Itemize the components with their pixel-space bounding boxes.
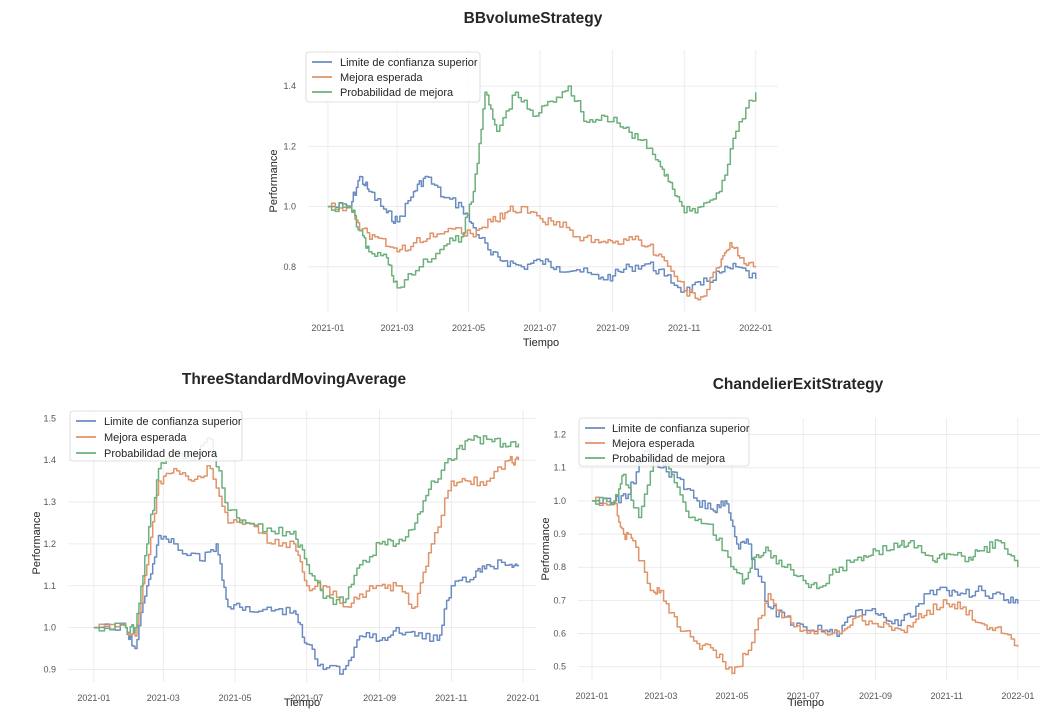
x-tick-label: 2021-05: [218, 693, 251, 703]
y-tick-label: 1.1: [553, 463, 566, 473]
x-tick-labels: 2021-01 2021-03 2021-05 2021-07 2021-09 2021-…: [311, 323, 772, 333]
chart-title: ChandelierExitStrategy: [713, 376, 884, 393]
x-tick-label: 2022-01: [507, 693, 540, 703]
y-tick-label: 1.0: [553, 496, 566, 506]
x-tick-label: 2021-07: [524, 323, 557, 333]
chart-bbvolume: 2021-01 2021-03 2021-05 2021-07 2021-09 2021-…: [268, 10, 778, 349]
chart-title: ThreeStandardMovingAverage: [182, 371, 407, 388]
series-line-1: [327, 202, 757, 301]
chart-title: BBvolumeStrategy: [464, 10, 603, 27]
x-tick-label: 2021-09: [859, 691, 892, 701]
legend-label-probabilidad: Probabilidad de mejora: [340, 87, 454, 99]
y-tick-label: 0.6: [553, 629, 566, 639]
y-tick-label: 1.2: [43, 539, 56, 549]
y-tick-label: 1.4: [43, 455, 56, 465]
series-line-1: [592, 496, 1019, 675]
series-line-2: [327, 85, 757, 289]
x-tick-labels: 2021-01 2021-03 2021-05 2021-07 2021-09 2021-…: [575, 691, 1034, 701]
x-axis-label: Tiempo: [523, 337, 559, 349]
legend: Limite de confianza superior Mejora espe…: [305, 51, 481, 103]
y-axis-label: Performance: [540, 518, 552, 581]
legend-box: [578, 417, 750, 467]
legend-label-mejora: Mejora esperada: [104, 432, 187, 444]
x-tick-label: 2021-07: [290, 693, 323, 703]
legend-label-limite: Limite de confianza superior: [612, 423, 750, 435]
legend: Limite de confianza superior Mejora espe…: [578, 417, 750, 467]
x-tick-label: 2021-05: [715, 691, 748, 701]
legend-label-probabilidad: Probabilidad de mejora: [612, 453, 726, 465]
legend-label-mejora: Mejora esperada: [340, 72, 423, 84]
legend-label-limite: Limite de confianza superior: [340, 57, 478, 69]
legend-label-probabilidad: Probabilidad de mejora: [104, 448, 218, 460]
x-axis-label: Tiempo: [788, 697, 824, 709]
x-tick-label: 2021-03: [147, 693, 180, 703]
x-tick-label: 2021-09: [596, 323, 629, 333]
chart-chandelier: 2021-01 2021-03 2021-05 2021-07 2021-09 2021-…: [540, 376, 1040, 709]
x-tick-label: 2021-01: [575, 691, 608, 701]
x-tick-label: 2021-01: [77, 693, 110, 703]
legend-label-mejora: Mejora esperada: [612, 438, 695, 450]
y-tick-label: 1.1: [43, 581, 56, 591]
y-tick-label: 1.2: [283, 141, 296, 151]
y-tick-label: 0.7: [553, 595, 566, 605]
x-tick-label: 2021-05: [452, 323, 485, 333]
y-tick-label: 0.9: [43, 664, 56, 674]
y-tick-label: 0.9: [553, 529, 566, 539]
series-line-0: [93, 534, 520, 675]
y-tick-label: 1.0: [283, 202, 296, 212]
y-tick-labels: 0.8 1.0 1.2 1.4: [283, 81, 296, 272]
series-line-2: [93, 435, 520, 634]
x-tick-label: 2021-09: [363, 693, 396, 703]
grid-lines: [578, 418, 1040, 680]
x-tick-label: 2021-07: [787, 691, 820, 701]
x-tick-label: 2021-11: [435, 693, 467, 703]
legend-label-limite: Limite de confianza superior: [104, 416, 242, 428]
series-lines: [93, 435, 520, 675]
legend-box: [305, 51, 481, 103]
y-tick-label: 1.4: [283, 81, 296, 91]
chart-three-standard: 2021-01 2021-03 2021-05 2021-07 2021-09 2021-…: [31, 371, 540, 709]
x-tick-labels: 2021-01 2021-03 2021-05 2021-07 2021-09 2021-…: [77, 693, 539, 703]
y-axis-label: Performance: [31, 512, 43, 575]
y-tick-label: 0.8: [553, 562, 566, 572]
y-tick-label: 0.5: [553, 662, 566, 672]
y-tick-label: 1.0: [43, 623, 56, 633]
x-tick-label: 2022-01: [1001, 691, 1034, 701]
x-tick-label: 2021-01: [311, 323, 344, 333]
y-tick-label: 1.2: [553, 430, 566, 440]
x-tick-label: 2022-01: [739, 323, 772, 333]
y-tick-label: 1.5: [43, 413, 56, 423]
legend-box: [69, 410, 243, 462]
legend: Limite de confianza superior Mejora espe…: [69, 410, 243, 462]
series-line-1: [93, 455, 520, 637]
x-tick-label: 2021-11: [930, 691, 962, 701]
x-tick-label: 2021-03: [381, 323, 414, 333]
y-tick-labels: 0.9 1.0 1.1 1.2 1.3 1.4 1.5: [43, 413, 56, 674]
x-axis-label: Tiempo: [284, 697, 320, 709]
y-tick-label: 1.3: [43, 497, 56, 507]
series-line-0: [327, 175, 757, 293]
x-tick-label: 2021-03: [644, 691, 677, 701]
series-lines: [327, 85, 757, 301]
y-tick-label: 0.8: [283, 262, 296, 272]
x-tick-label: 2021-11: [668, 323, 700, 333]
y-axis-label: Performance: [268, 150, 280, 213]
y-tick-labels: 0.5 0.6 0.7 0.8 0.9 1.0 1.1 1.2: [553, 430, 566, 672]
